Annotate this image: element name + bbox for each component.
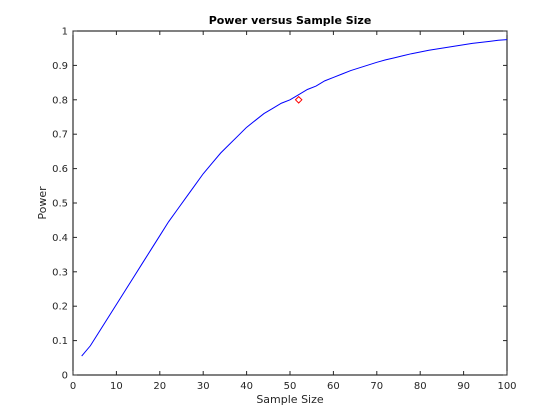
y-tick-label: 0.1 (52, 336, 68, 347)
x-tick-label: 100 (497, 381, 516, 392)
plot-area (72, 30, 508, 376)
x-tick-label: 80 (414, 381, 427, 392)
marker-group (294, 95, 303, 104)
y-tick-label: 0.7 (52, 130, 68, 141)
x-axis-label: Sample Size (256, 393, 324, 406)
x-tick-label: 90 (457, 381, 470, 392)
x-tick-label: 0 (70, 381, 76, 392)
y-tick-label: 0.4 (52, 233, 68, 244)
x-tick-label: 50 (284, 381, 297, 392)
y-tick-label: 0.9 (52, 61, 68, 72)
y-axis-label: Power (36, 186, 49, 220)
y-tick-label: 0.2 (52, 302, 68, 313)
y-tick-label: 0.8 (52, 95, 68, 106)
x-tick-label: 20 (153, 381, 166, 392)
target-point-marker (294, 95, 303, 104)
x-tick-label: 30 (197, 381, 210, 392)
y-tick-label: 0.6 (52, 164, 68, 175)
x-tick-label: 60 (327, 381, 340, 392)
series-group (81, 39, 508, 357)
y-tick-label: 0.5 (52, 199, 68, 210)
x-tick-label: 10 (110, 381, 123, 392)
power-curve-line (81, 39, 508, 357)
x-tick-label: 70 (370, 381, 383, 392)
y-tick-label: 0.3 (52, 267, 68, 278)
chart-title: Power versus Sample Size (209, 14, 372, 27)
y-tick-label: 1 (62, 27, 68, 38)
tick-group: 0 10 20 30 40 50 60 70 80 90 100 0 0.1 0.2 0.3 0.4 0.5 0.… (52, 27, 516, 393)
x-tick-label: 40 (240, 381, 253, 392)
y-tick-label: 0 (62, 371, 68, 382)
